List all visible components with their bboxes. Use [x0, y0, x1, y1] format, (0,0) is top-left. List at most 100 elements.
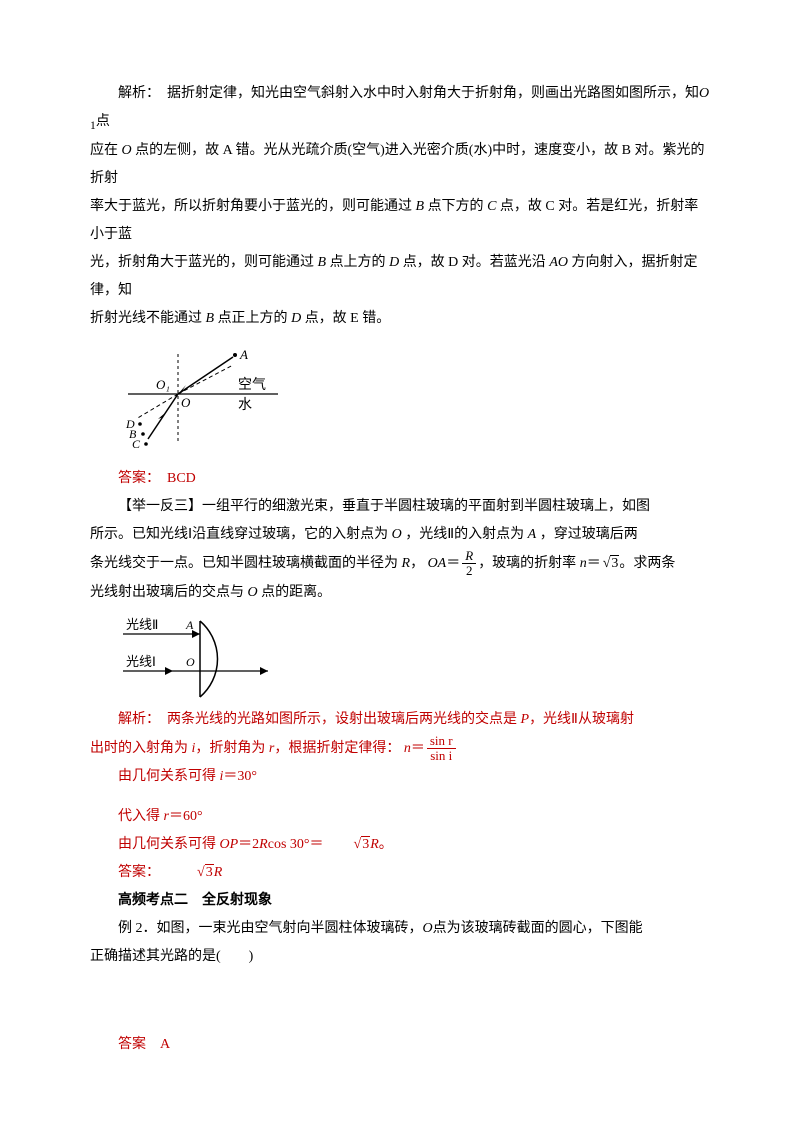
var-P: P [521, 712, 530, 727]
text: 点，故 E 错。 [301, 311, 390, 326]
numerator: sin r [427, 734, 456, 749]
text: ＝30° [223, 769, 257, 784]
eq: ＝ [446, 556, 460, 571]
solution-p4: 代入得 r＝60° [90, 803, 710, 831]
text: 应在 [90, 143, 122, 158]
example-p4: 光线射出玻璃后的交点与 O 点的距离。 [90, 579, 710, 607]
answer-value: A [160, 1037, 170, 1052]
var-O: O [122, 143, 132, 158]
text: 点上方的 [326, 255, 389, 270]
fig-label-A: A [239, 347, 248, 362]
text: 正确描述其光路的是( ) [90, 949, 253, 964]
var-D: D [389, 255, 399, 270]
text: 点的左侧，故 A 错。光从光疏介质(空气)进入光密介质(水)中时，速度变小，故 … [90, 143, 704, 186]
text: 出时的入射角为 [90, 741, 188, 756]
answer-value: BCD [167, 471, 196, 486]
denominator: 2 [462, 564, 476, 578]
var-A: A [528, 527, 537, 542]
fig-label-air: 空气 [238, 377, 266, 393]
answer-label: 答案： [118, 471, 153, 486]
example2-p1: 例 2．如图，一束光由空气射向半圆柱体玻璃砖，O点为该玻璃砖截面的圆心，下图能 [90, 915, 710, 943]
sqrt-3: 3 [601, 550, 620, 578]
fraction-sinr-sini: sin rsin i [427, 734, 456, 764]
var-n: n [580, 556, 587, 571]
example-p2: 所示。已知光线Ⅰ沿直线穿过玻璃，它的入射点为 O ，光线Ⅱ的入射点为 A ，穿过… [90, 521, 710, 549]
fig2-label-l1: 光线Ⅰ [126, 654, 156, 669]
var-B: B [318, 255, 327, 270]
example-p1: 【举一反三】一组平行的细激光束，垂直于半圆柱玻璃的平面射到半圆柱玻璃上，如图 [90, 493, 710, 521]
text: 由几何关系可得 [118, 837, 216, 852]
text: 代入得 [118, 809, 160, 824]
fig2-label-O: O [186, 655, 195, 669]
fig-label-water: 水 [238, 397, 252, 413]
var-R: R [402, 556, 411, 571]
answer-label: 答案 [118, 1037, 146, 1052]
text: 点正上方的 [214, 311, 291, 326]
text: 率大于蓝光，所以折射角要小于蓝光的，则可能通过 [90, 199, 416, 214]
text: ，玻璃的折射率 [478, 556, 576, 571]
text: 由几何关系可得 [118, 769, 216, 784]
answer-label: 答案： [118, 865, 153, 880]
example2-p2: 正确描述其光路的是( ) [90, 943, 710, 971]
text: cos 30°＝ [268, 837, 324, 852]
text: 点下方的 [424, 199, 487, 214]
text: 条光线交于一点。已知半圆柱玻璃横截面的半径为 [90, 556, 398, 571]
var-OP: OP [220, 837, 239, 852]
numerator: R [462, 549, 476, 564]
var-AO: AO [549, 255, 568, 270]
text: ，根据折射定律得： [274, 741, 400, 756]
text: 点 [96, 114, 110, 129]
var-B: B [206, 311, 215, 326]
example-p3: 条光线交于一点。已知半圆柱玻璃横截面的半径为 R， OA＝R2，玻璃的折射率 n… [90, 549, 710, 579]
analysis-5: 折射光线不能通过 B 点正上方的 D 点，故 E 错。 [90, 305, 710, 333]
text: 解析： 两条光线的光路如图所示，设射出玻璃后两光线的交点是 [118, 712, 517, 727]
analysis-4: 光，折射角大于蓝光的，则可能通过 B 点上方的 D 点，故 D 对。若蓝光沿 A… [90, 249, 710, 305]
answer-3: 答案 A [90, 1031, 710, 1059]
text: 所示。已知光线Ⅰ沿直线穿过玻璃，它的入射点为 [90, 527, 388, 542]
var-O1: O [699, 86, 709, 101]
analysis-1: 解析： 据折射定律，知光由空气斜射入水中时入射角大于折射角，则画出光路图如图所示… [90, 80, 710, 137]
var-n: n [404, 741, 411, 756]
var-O: O [392, 527, 402, 542]
fraction-R-over-2: R2 [462, 549, 476, 579]
fig2-label-l2: 光线Ⅱ [126, 617, 158, 632]
text: ＝60° [169, 809, 203, 824]
solution-p1: 解析： 两条光线的光路如图所示，设射出玻璃后两光线的交点是 P，光线Ⅱ从玻璃射 [90, 706, 710, 734]
text: ，光线Ⅱ从玻璃射 [529, 712, 634, 727]
var-OA: OA [428, 556, 447, 571]
text: 。 [379, 837, 393, 852]
text: 高频考点二 全反射现象 [118, 893, 272, 908]
answer-2: 答案： 3R [90, 859, 710, 887]
spacer [90, 791, 710, 803]
var-R2: R [370, 837, 379, 852]
var-R: R [214, 865, 223, 880]
denominator: sin i [427, 749, 456, 763]
fig-label-O: O [181, 395, 191, 410]
page-root: 解析： 据折射定律，知光由空气斜射入水中时入射角大于折射角，则画出光路图如图所示… [0, 0, 800, 1132]
analysis-3: 率大于蓝光，所以折射角要小于蓝光的，则可能通过 B 点下方的 C 点，故 C 对… [90, 193, 710, 249]
text: 光线射出玻璃后的交点与 [90, 585, 244, 600]
solution-p5: 由几何关系可得 OP＝2Rcos 30°＝3R。 [90, 831, 710, 859]
figure-refraction-diagram: A O O₁ 空气 水 D B C [118, 339, 288, 459]
analysis-2: 应在 O 点的左侧，故 A 错。光从光疏介质(空气)进入光密介质(水)中时，速度… [90, 137, 710, 193]
text: ， [410, 556, 424, 571]
text: 解析： 据折射定律，知光由空气斜射入水中时入射角大于折射角，则画出光路图如图所示… [118, 86, 699, 101]
eq: ＝ [587, 556, 601, 571]
text: 光，折射角大于蓝光的，则可能通过 [90, 255, 318, 270]
var-C: C [487, 199, 496, 214]
text: 。求两条 [619, 556, 675, 571]
var-O: O [423, 921, 433, 936]
text: ，光线Ⅱ的入射点为 [405, 527, 524, 542]
var-O: O [248, 585, 258, 600]
sqrt-3: 3 [324, 831, 371, 859]
solution-p3: 由几何关系可得 i＝30° [90, 763, 710, 791]
solution-p2: 出时的入射角为 i，折射角为 r，根据折射定律得： n＝sin rsin i [90, 734, 710, 764]
var-B: B [416, 199, 425, 214]
text: 点，故 D 对。若蓝光沿 [399, 255, 549, 270]
text: ，穿过玻璃后两 [540, 527, 638, 542]
figure-semicircle-diagram: 光线Ⅱ A 光线Ⅰ O [118, 609, 288, 704]
answer-1: 答案： BCD [90, 465, 710, 493]
text: 例 2．如图，一束光由空气射向半圆柱体玻璃砖， [118, 921, 423, 936]
spacer [90, 971, 710, 1031]
text: 【举一反三】一组平行的细激光束，垂直于半圆柱玻璃的平面射到半圆柱玻璃上，如图 [118, 499, 650, 514]
